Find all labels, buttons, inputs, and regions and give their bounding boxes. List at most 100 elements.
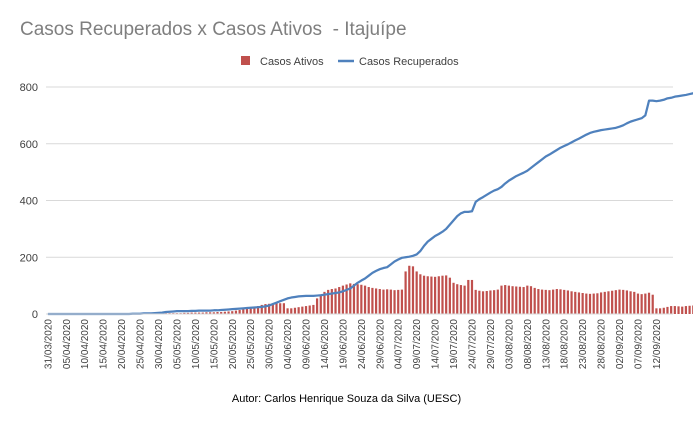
legend-label-casos-ativos: Casos Ativos bbox=[260, 56, 324, 68]
bar-casos-ativos bbox=[647, 292, 651, 314]
bar-casos-ativos bbox=[382, 289, 385, 314]
bar-casos-ativos bbox=[334, 288, 337, 314]
bar-casos-ativos bbox=[658, 308, 662, 314]
bar-casos-ativos bbox=[338, 287, 341, 314]
x-tick-label: 07/09/2020 bbox=[633, 319, 644, 369]
bar-casos-ativos bbox=[349, 283, 352, 314]
x-tick-label: 04/06/2020 bbox=[283, 319, 294, 369]
bar-casos-ativos bbox=[640, 294, 643, 314]
bar-casos-ativos bbox=[293, 307, 297, 314]
bar-casos-ativos bbox=[592, 293, 595, 314]
bar-casos-ativos bbox=[599, 292, 603, 314]
bar-casos-ativos bbox=[585, 293, 588, 314]
bar-casos-ativos bbox=[256, 306, 260, 314]
bar-casos-ativos bbox=[459, 285, 463, 314]
bar-casos-ativos bbox=[566, 290, 569, 314]
bar-casos-ativos bbox=[238, 310, 241, 314]
bar-casos-ativos bbox=[194, 312, 197, 314]
bar-casos-ativos bbox=[253, 306, 256, 314]
bar-casos-ativos bbox=[242, 309, 245, 314]
bar-casos-ativos bbox=[183, 312, 186, 314]
bar-casos-ativos bbox=[625, 290, 629, 314]
bar-casos-ativos bbox=[441, 275, 444, 314]
x-tick-label: 19/07/2020 bbox=[449, 319, 460, 369]
x-tick-label: 05/05/2020 bbox=[172, 319, 183, 369]
bar-casos-ativos bbox=[216, 312, 219, 314]
y-tick-label: 600 bbox=[20, 139, 38, 151]
bar-casos-ativos bbox=[548, 290, 551, 314]
bar-casos-ativos bbox=[290, 308, 293, 314]
x-tick-label: 09/07/2020 bbox=[412, 319, 423, 369]
bar-casos-ativos bbox=[356, 284, 359, 314]
bar-casos-ativos bbox=[452, 282, 455, 314]
gridlines bbox=[46, 86, 673, 258]
bar-casos-ativos bbox=[201, 312, 204, 314]
bar-casos-ativos bbox=[323, 291, 326, 314]
bar-casos-ativos bbox=[341, 285, 345, 314]
bar-casos-ativos bbox=[555, 289, 558, 314]
legend: Casos Ativos Casos Recuperados bbox=[241, 56, 459, 68]
bar-casos-ativos bbox=[345, 284, 348, 314]
bar-casos-ativos bbox=[540, 289, 544, 314]
bar-casos-ativos bbox=[463, 285, 466, 314]
bar-casos-ativos bbox=[496, 289, 499, 314]
bar-casos-ativos bbox=[474, 289, 477, 314]
x-tick-label: 15/05/2020 bbox=[209, 319, 220, 369]
x-tick-label: 31/03/2020 bbox=[43, 319, 54, 369]
x-tick-label: 10/04/2020 bbox=[80, 319, 91, 369]
bar-casos-ativos bbox=[577, 292, 581, 314]
bar-casos-ativos bbox=[408, 265, 411, 314]
bar-casos-ativos bbox=[504, 285, 507, 314]
bar-casos-ativos bbox=[227, 311, 230, 314]
bar-casos-ativos bbox=[533, 287, 536, 314]
bar-casos-ativos bbox=[363, 285, 367, 314]
bar-casos-ativos bbox=[559, 289, 562, 314]
bar-casos-ativos bbox=[319, 295, 322, 314]
bar-casos-ativos bbox=[264, 304, 267, 314]
bar-casos-ativos bbox=[570, 291, 573, 314]
bar-casos-ativos bbox=[478, 290, 481, 314]
bar-casos-ativos bbox=[397, 289, 400, 314]
bar-casos-ativos bbox=[434, 276, 437, 314]
bar-casos-ativos bbox=[400, 289, 404, 314]
bar-casos-ativos bbox=[279, 303, 282, 314]
y-axis-tick-labels: 0 200 400 600 800 bbox=[20, 82, 38, 321]
x-tick-label: 30/05/2020 bbox=[265, 319, 276, 369]
bar-casos-ativos bbox=[445, 275, 448, 314]
bar-casos-ativos bbox=[603, 291, 606, 314]
bar-casos-ativos bbox=[422, 275, 426, 314]
bar-casos-ativos bbox=[411, 266, 415, 314]
bar-casos-ativos bbox=[312, 304, 315, 314]
x-tick-label: 24/07/2020 bbox=[467, 319, 478, 369]
bar-casos-ativos bbox=[190, 312, 193, 314]
author-credit: Autor: Carlos Henrique Souza da Silva (U… bbox=[231, 393, 462, 405]
casos-recuperados-line-group bbox=[47, 92, 693, 316]
bar-casos-ativos bbox=[670, 306, 673, 314]
bar-casos-ativos bbox=[529, 286, 533, 314]
bar-casos-ativos bbox=[234, 310, 238, 314]
bar-casos-ativos bbox=[315, 298, 319, 314]
bar-casos-ativos bbox=[544, 289, 547, 314]
x-tick-label: 05/04/2020 bbox=[62, 319, 73, 369]
bar-casos-ativos bbox=[245, 308, 249, 314]
x-tick-label: 18/08/2020 bbox=[560, 319, 571, 369]
x-tick-label: 10/05/2020 bbox=[191, 319, 202, 369]
bar-casos-ativos bbox=[286, 308, 289, 314]
bar-casos-ativos bbox=[588, 293, 592, 314]
bar-casos-ativos bbox=[304, 306, 308, 314]
bar-casos-ativos bbox=[629, 291, 632, 314]
bar-casos-ativos bbox=[378, 289, 381, 314]
x-tick-label: 25/04/2020 bbox=[136, 319, 147, 369]
bar-casos-ativos bbox=[622, 289, 625, 314]
x-tick-label: 08/08/2020 bbox=[523, 319, 534, 369]
x-tick-label: 24/06/2020 bbox=[357, 319, 368, 369]
bar-casos-ativos bbox=[618, 289, 621, 314]
bar-casos-ativos bbox=[614, 290, 617, 314]
bar-casos-ativos bbox=[662, 307, 665, 314]
bar-casos-ativos bbox=[327, 289, 330, 314]
y-tick-label: 800 bbox=[20, 82, 38, 94]
bar-casos-ativos bbox=[666, 306, 669, 314]
x-axis-tick-labels: 31/03/2020 05/04/2020 10/04/2020 15/04/2020… bbox=[43, 319, 663, 369]
bar-casos-ativos bbox=[515, 286, 518, 314]
